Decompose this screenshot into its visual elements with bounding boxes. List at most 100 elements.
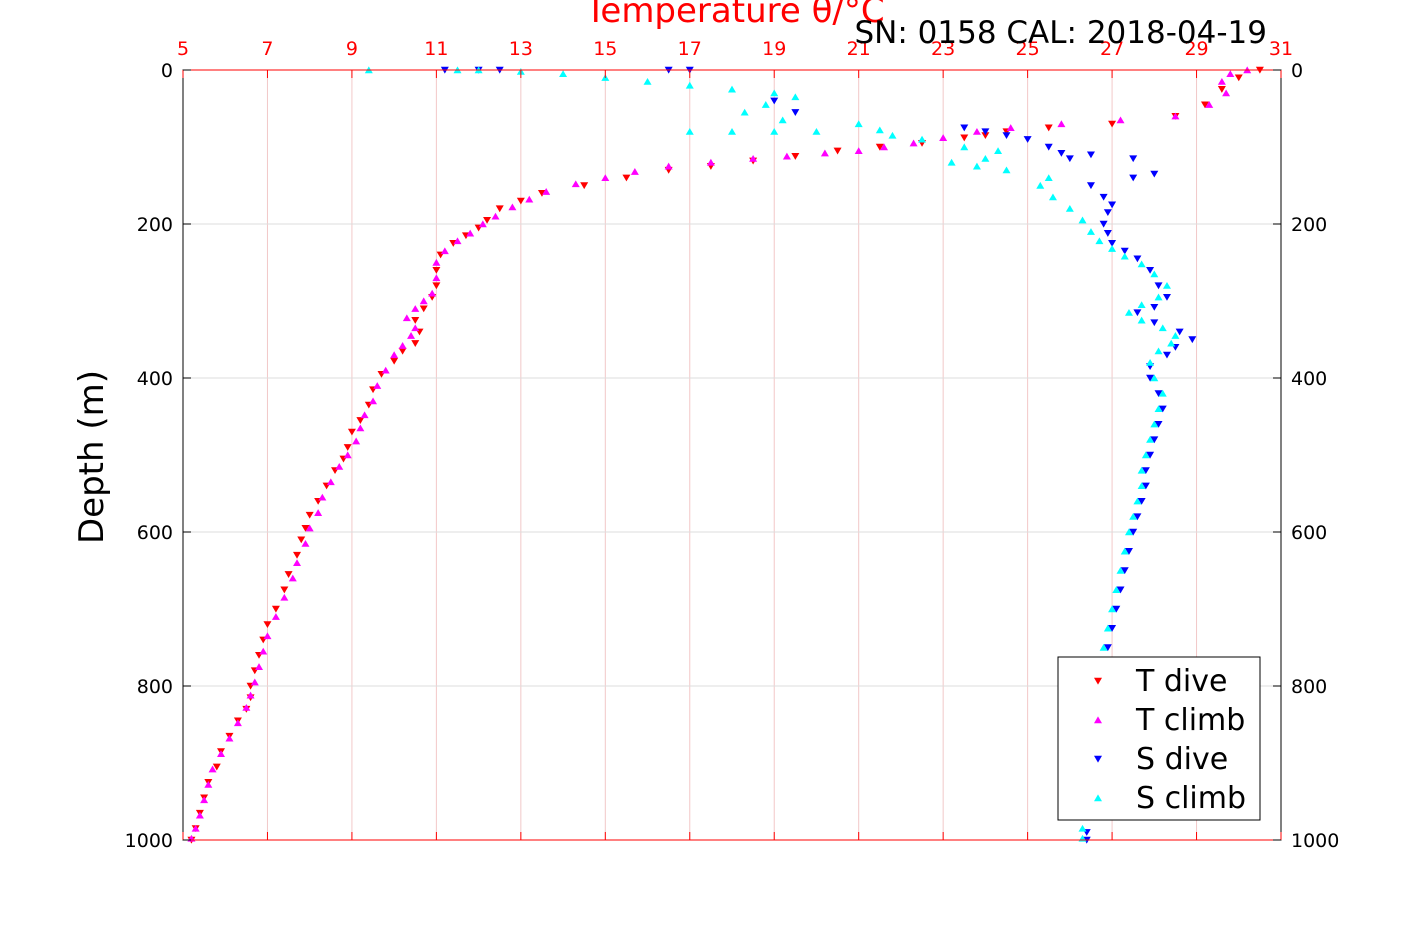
data-point [778,116,787,124]
data-point [318,493,327,501]
data-point [280,586,289,594]
x-tick-label: 19 [762,38,786,60]
data-point [1108,201,1117,209]
data-point [706,158,715,166]
data-point [728,85,736,93]
data-point [347,428,356,436]
data-point [960,143,969,151]
data-point [326,478,335,486]
data-point [508,203,517,211]
x-tick-label: 11 [424,38,448,60]
x-tick-label: 23 [931,38,955,60]
data-point [875,126,884,134]
data-point [1158,389,1167,397]
data-point [407,332,416,339]
data-point [1108,240,1117,247]
data-point [1137,498,1146,505]
data-point [622,174,631,182]
y-tick-label-right: 200 [1291,214,1327,236]
data-point [1188,336,1197,344]
data-point [305,511,314,519]
data-point [981,154,990,162]
data-point [432,258,441,266]
data-point [398,347,407,355]
data-point [411,305,420,312]
x-tick-label: 9 [346,38,358,60]
data-point [356,424,365,432]
data-point [483,216,492,224]
data-point [352,437,361,445]
data-point [685,81,694,89]
data-point [820,149,829,157]
data-point [1086,151,1095,159]
data-point [478,220,487,228]
data-point [1146,374,1155,382]
y-tick-label-right: 1000 [1291,830,1339,852]
y-tick-label-right: 0 [1291,60,1303,82]
data-point [1065,155,1074,163]
y-tick-label-left: 400 [137,368,173,390]
data-point [643,77,652,85]
data-point [432,282,441,290]
data-point [1137,301,1146,309]
data-point [770,97,779,105]
y-tick-label-left: 600 [137,522,173,544]
data-point [1120,547,1129,555]
data-point [356,417,365,424]
data-point [854,120,863,128]
data-point [1099,193,1108,201]
data-point [875,143,884,151]
data-point [373,382,382,389]
legend-label: S climb [1136,781,1246,816]
y-tick-label-right: 400 [1291,368,1327,390]
data-point [782,152,791,160]
data-point [1137,316,1146,324]
data-point [1044,124,1053,132]
data-point [571,180,580,188]
data-point [411,317,420,324]
data-point [1078,824,1087,832]
data-point [1217,77,1226,85]
y-tick-label-left: 200 [137,214,173,236]
data-point [1141,451,1150,459]
data-point [1167,339,1176,347]
y-tick-label-left: 1000 [125,830,173,852]
data-point [1146,267,1155,274]
data-point [1146,359,1155,366]
data-point [994,147,1003,155]
data-point [947,158,956,166]
data-point [233,719,242,727]
data-point [1137,482,1146,489]
data-point [212,763,221,771]
y-tick-label-right: 600 [1291,522,1327,544]
data-point [1154,347,1163,355]
data-point [1124,528,1133,536]
x-tick-label: 31 [1269,38,1293,60]
data-point [1150,270,1159,278]
data-point [208,765,217,773]
data-point [972,162,981,170]
data-point [1150,374,1159,382]
data-point [301,524,310,532]
data-point [402,314,411,322]
data-point [1048,193,1057,201]
data-point [1158,405,1167,413]
data-point [343,451,352,459]
data-point [419,297,428,305]
data-point [525,195,534,203]
data-point [728,128,736,135]
data-point [1146,451,1155,459]
data-point [390,351,399,359]
data-point [1154,390,1163,397]
chart-subtitle: SN: 0158 CAL: 2018-04-19 [855,15,1268,51]
data-point [1129,513,1138,520]
data-point [1108,625,1117,632]
data-point [833,147,842,155]
data-point [242,703,251,711]
data-point [1065,205,1074,212]
data-point [1141,467,1150,474]
data-point [191,824,200,832]
x-tick-label: 15 [593,38,617,60]
data-point [1116,566,1125,574]
data-point [1154,293,1163,301]
